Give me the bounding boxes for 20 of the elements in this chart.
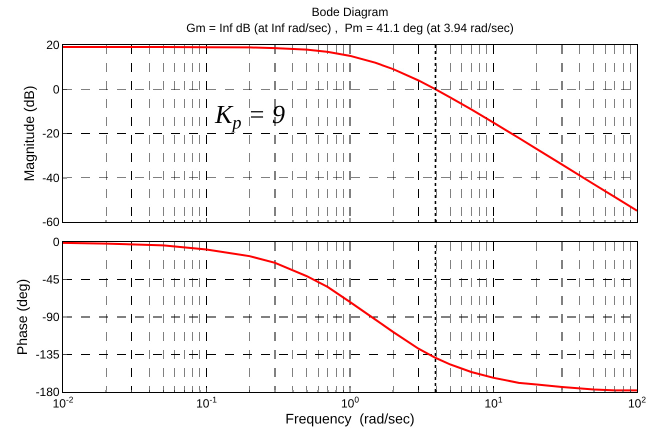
annotation: K$_{p}$ = 9 xyxy=(214,100,285,132)
chart-title: Bode Diagram xyxy=(312,5,388,20)
x-tick-label: 10$^{2}$ xyxy=(628,394,646,410)
y-tick-label: -90 xyxy=(42,310,60,324)
y-tick-label: -60 xyxy=(42,215,60,230)
y-tick-label: -180 xyxy=(36,385,60,400)
x-tick-label: 10$^{0}$ xyxy=(340,394,360,410)
x-tick-label: 10$^{-1}$ xyxy=(196,394,218,410)
chart-subtitle: Gm = Inf dB (at Inf rad/sec) , Pm = 41.1 deg (at 3.94 rad/sec) xyxy=(186,20,514,35)
x-axis-title: Frequency (rad/sec) xyxy=(285,410,415,427)
y-tick-label: -45 xyxy=(42,272,60,287)
y-tick-label: -20 xyxy=(42,126,60,141)
y-tick-label: 0 xyxy=(52,82,60,96)
y-axis-title: Magnitude (dB) xyxy=(20,86,37,182)
x-tick-label: 10$^{1}$ xyxy=(484,394,503,410)
y-tick-label: 0 xyxy=(52,235,60,250)
y-axis-title: Phase (deg) xyxy=(14,278,30,356)
y-tick-label: -40 xyxy=(42,170,60,185)
y-tick-label: 20 xyxy=(46,38,60,52)
y-tick-label: -135 xyxy=(36,348,60,362)
